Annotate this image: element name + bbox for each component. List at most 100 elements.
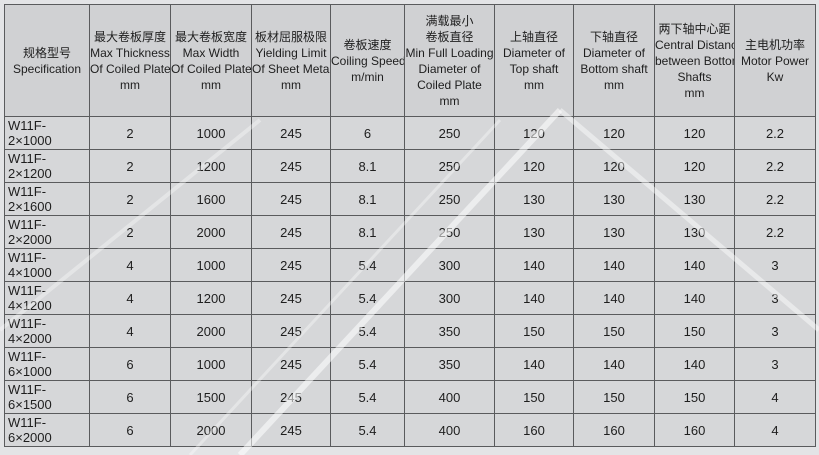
value-cell: 2000 bbox=[170, 413, 252, 447]
table-row: W11F-4×2000 4 2000 245 5.4 350 150 150 150 3 bbox=[4, 314, 816, 348]
value-cell: 245 bbox=[251, 215, 331, 249]
header-cell: 满载最小 卷板直径 Min Full Loading Diameter of Coile… bbox=[404, 4, 495, 117]
header-line: 最大卷板宽度 bbox=[174, 29, 247, 44]
header-line: Min Full Loading bbox=[405, 45, 494, 60]
value-cell: 1600 bbox=[170, 182, 252, 216]
value-cell: 1000 bbox=[170, 248, 252, 282]
header-line: 两下轴中心距 bbox=[658, 21, 731, 36]
header-line: 卷板速度 bbox=[343, 37, 392, 52]
value-cell: 4 bbox=[89, 314, 171, 348]
model-cell: W11F-2×1200 bbox=[4, 149, 90, 183]
header-line: Of Sheet Metal bbox=[252, 61, 331, 76]
table-row: W11F-2×1200 2 1200 245 8.1 250 120 120 120 2.2 bbox=[4, 149, 816, 183]
header-line: 满载最小 bbox=[425, 13, 474, 28]
value-cell: 4 bbox=[734, 413, 816, 447]
header-line: Max Thickness bbox=[90, 45, 170, 60]
header-line: 下轴直径 bbox=[589, 29, 638, 44]
header-line: Central Distance bbox=[655, 37, 734, 52]
value-cell: 120 bbox=[654, 116, 735, 150]
value-cell: 2000 bbox=[170, 314, 252, 348]
value-cell: 150 bbox=[494, 314, 574, 348]
header-line: m/min bbox=[351, 69, 384, 84]
header-line: mm bbox=[439, 93, 460, 108]
table-row: W11F-6×1000 6 1000 245 5.4 350 140 140 140 3 bbox=[4, 347, 816, 381]
value-cell: 300 bbox=[404, 281, 495, 315]
header-line: Max Width bbox=[182, 45, 240, 60]
value-cell: 2 bbox=[89, 149, 171, 183]
value-cell: 8.1 bbox=[330, 182, 405, 216]
value-cell: 2.2 bbox=[734, 116, 816, 150]
header-cell: 板材屈服极限 Yielding Limit Of Sheet Metal mm bbox=[251, 4, 331, 117]
value-cell: 4 bbox=[89, 248, 171, 282]
value-cell: 245 bbox=[251, 149, 331, 183]
value-cell: 140 bbox=[654, 248, 735, 282]
table-body: W11F-2×1000 2 1000 245 6 250 120 120 120 2.2 W11F-… bbox=[4, 116, 816, 447]
header-line: mm bbox=[604, 77, 624, 92]
value-cell: 120 bbox=[494, 116, 574, 150]
value-cell: 400 bbox=[404, 413, 495, 447]
value-cell: 140 bbox=[654, 281, 735, 315]
value-cell: 350 bbox=[404, 314, 495, 348]
model-cell: W11F-2×1600 bbox=[4, 182, 90, 216]
value-cell: 6 bbox=[89, 347, 171, 381]
value-cell: 2000 bbox=[170, 215, 252, 249]
value-cell: 130 bbox=[654, 215, 735, 249]
header-line: Yielding Limit bbox=[255, 45, 327, 60]
header-line: 卷板直径 bbox=[425, 29, 474, 44]
value-cell: 120 bbox=[573, 149, 655, 183]
value-cell: 140 bbox=[494, 248, 574, 282]
header-line: Coiling Speed bbox=[331, 53, 405, 68]
header-cell: 卷板速度 Coiling Speed m/min bbox=[330, 4, 405, 117]
header-line: Of Coiled Plate bbox=[90, 61, 171, 76]
value-cell: 245 bbox=[251, 116, 331, 150]
value-cell: 5.4 bbox=[330, 248, 405, 282]
value-cell: 1000 bbox=[170, 116, 252, 150]
value-cell: 140 bbox=[654, 347, 735, 381]
value-cell: 120 bbox=[494, 149, 574, 183]
table-row: W11F-4×1200 4 1200 245 5.4 300 140 140 140 3 bbox=[4, 281, 816, 315]
value-cell: 150 bbox=[573, 380, 655, 414]
header-line: Specification bbox=[12, 61, 82, 76]
header-line: Diameter of bbox=[582, 45, 646, 60]
table-row: W11F-2×1000 2 1000 245 6 250 120 120 120 2.2 bbox=[4, 116, 816, 150]
value-cell: 130 bbox=[573, 182, 655, 216]
value-cell: 245 bbox=[251, 314, 331, 348]
value-cell: 6 bbox=[89, 380, 171, 414]
value-cell: 2.2 bbox=[734, 215, 816, 249]
value-cell: 3 bbox=[734, 347, 816, 381]
value-cell: 245 bbox=[251, 281, 331, 315]
value-cell: 130 bbox=[494, 215, 574, 249]
table-row: W11F-6×2000 6 2000 245 5.4 400 160 160 160 4 bbox=[4, 413, 816, 447]
table-row: W11F-4×1000 4 1000 245 5.4 300 140 140 140 3 bbox=[4, 248, 816, 282]
value-cell: 140 bbox=[573, 347, 655, 381]
header-line: mm bbox=[524, 77, 544, 92]
header-line: mm bbox=[120, 77, 140, 92]
header-line: Of Coiled Plate bbox=[171, 61, 252, 76]
value-cell: 245 bbox=[251, 347, 331, 381]
value-cell: 4 bbox=[734, 380, 816, 414]
value-cell: 1500 bbox=[170, 380, 252, 414]
value-cell: 400 bbox=[404, 380, 495, 414]
header-line: Diameter of bbox=[418, 61, 481, 76]
value-cell: 8.1 bbox=[330, 215, 405, 249]
value-cell: 6 bbox=[330, 116, 405, 150]
value-cell: 160 bbox=[573, 413, 655, 447]
header-line: Kw bbox=[766, 69, 784, 84]
header-line: 板材屈服极限 bbox=[254, 29, 327, 44]
header-line: 上轴直径 bbox=[509, 29, 558, 44]
header-line: Motor Power bbox=[740, 53, 810, 68]
value-cell: 250 bbox=[404, 215, 495, 249]
table-row: W11F-6×1500 6 1500 245 5.4 400 150 150 150 4 bbox=[4, 380, 816, 414]
value-cell: 2 bbox=[89, 182, 171, 216]
header-line: 规格型号 bbox=[22, 45, 71, 60]
model-cell: W11F-2×1000 bbox=[4, 116, 90, 150]
header-line: 主电机功率 bbox=[744, 37, 805, 52]
header-cell: 最大卷板宽度 Max Width Of Coiled Plate mm bbox=[170, 4, 252, 117]
value-cell: 150 bbox=[494, 380, 574, 414]
value-cell: 1200 bbox=[170, 149, 252, 183]
spec-table: 规格型号 Specification 最大卷板厚度 Max Thickness Of C… bbox=[4, 4, 816, 447]
header-row: 规格型号 Specification 最大卷板厚度 Max Thickness Of C… bbox=[4, 4, 816, 117]
value-cell: 140 bbox=[573, 281, 655, 315]
model-cell: W11F-4×2000 bbox=[4, 314, 90, 348]
